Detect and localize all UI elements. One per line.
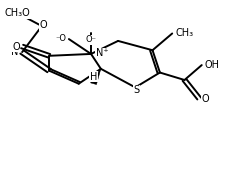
Text: OH: OH (204, 60, 219, 70)
Text: H: H (90, 72, 97, 82)
Polygon shape (91, 69, 101, 85)
Text: S: S (134, 85, 139, 95)
Text: CH₃: CH₃ (176, 28, 194, 39)
Text: O⁻: O⁻ (86, 35, 96, 44)
Text: CH₃O: CH₃O (4, 8, 30, 18)
Text: N⁺: N⁺ (96, 48, 108, 58)
Text: O: O (12, 41, 20, 52)
Text: O: O (202, 94, 209, 104)
Text: N: N (11, 47, 18, 57)
Text: O: O (39, 20, 47, 30)
Text: ⁻O: ⁻O (55, 34, 66, 43)
